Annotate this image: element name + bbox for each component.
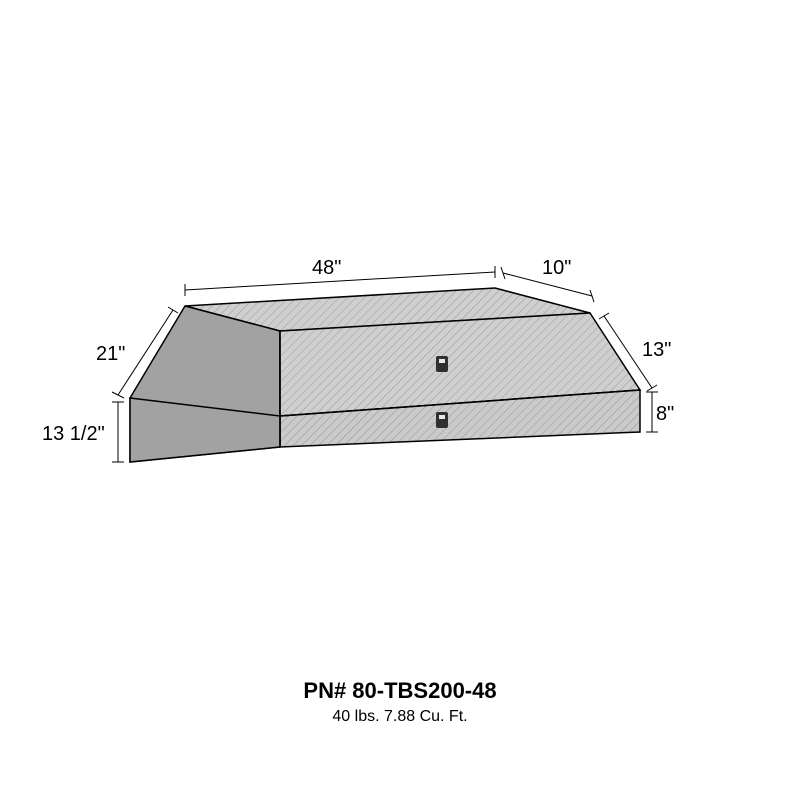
diagram-stage: 48" 10" 21" 13 1/2" 13" 8" PN# 80-TBS200… — [0, 0, 800, 800]
dim-right-lower-label: 8" — [656, 404, 674, 424]
dim-depth-label: 10" — [542, 258, 571, 278]
specs-label: 40 lbs. 7.88 Cu. Ft. — [0, 708, 800, 726]
part-number-label: PN# 80-TBS200-48 — [0, 678, 800, 704]
dim-left-lower-label: 13 1/2" — [42, 424, 105, 444]
latch-lower — [436, 412, 448, 428]
dim-right-upper-label: 13" — [642, 340, 671, 360]
dim-left-upper-label: 21" — [96, 344, 125, 364]
dim-width-label: 48" — [312, 258, 341, 278]
latch-upper — [436, 356, 448, 372]
